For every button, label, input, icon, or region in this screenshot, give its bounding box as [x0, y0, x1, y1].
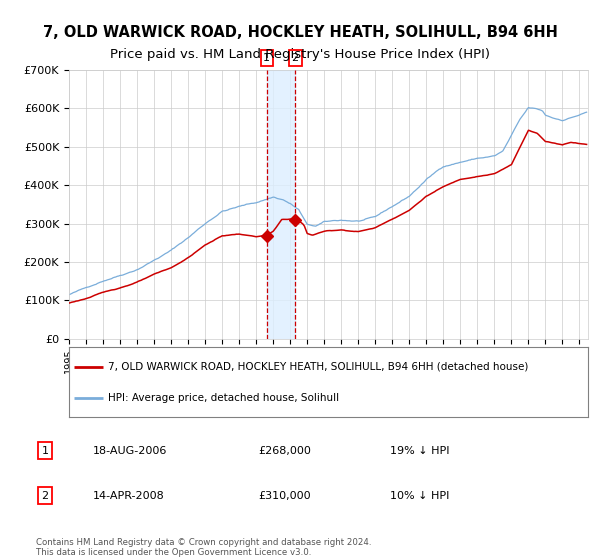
Bar — [267, 70, 295, 339]
Text: 1: 1 — [41, 446, 49, 456]
Text: 1: 1 — [263, 53, 271, 63]
Text: Contains HM Land Registry data © Crown copyright and database right 2024.
This d: Contains HM Land Registry data © Crown c… — [36, 538, 371, 557]
Text: 7, OLD WARWICK ROAD, HOCKLEY HEATH, SOLIHULL, B94 6HH: 7, OLD WARWICK ROAD, HOCKLEY HEATH, SOLI… — [43, 25, 557, 40]
Text: 2: 2 — [292, 53, 299, 63]
Text: HPI: Average price, detached house, Solihull: HPI: Average price, detached house, Soli… — [108, 393, 339, 403]
Text: 7, OLD WARWICK ROAD, HOCKLEY HEATH, SOLIHULL, B94 6HH (detached house): 7, OLD WARWICK ROAD, HOCKLEY HEATH, SOLI… — [108, 362, 528, 372]
Text: £268,000: £268,000 — [258, 446, 311, 456]
Text: Price paid vs. HM Land Registry's House Price Index (HPI): Price paid vs. HM Land Registry's House … — [110, 48, 490, 60]
Text: 10% ↓ HPI: 10% ↓ HPI — [390, 491, 449, 501]
Text: 18-AUG-2006: 18-AUG-2006 — [93, 446, 167, 456]
Text: 14-APR-2008: 14-APR-2008 — [93, 491, 165, 501]
Text: £310,000: £310,000 — [258, 491, 311, 501]
Text: 2: 2 — [41, 491, 49, 501]
Text: 19% ↓ HPI: 19% ↓ HPI — [390, 446, 449, 456]
